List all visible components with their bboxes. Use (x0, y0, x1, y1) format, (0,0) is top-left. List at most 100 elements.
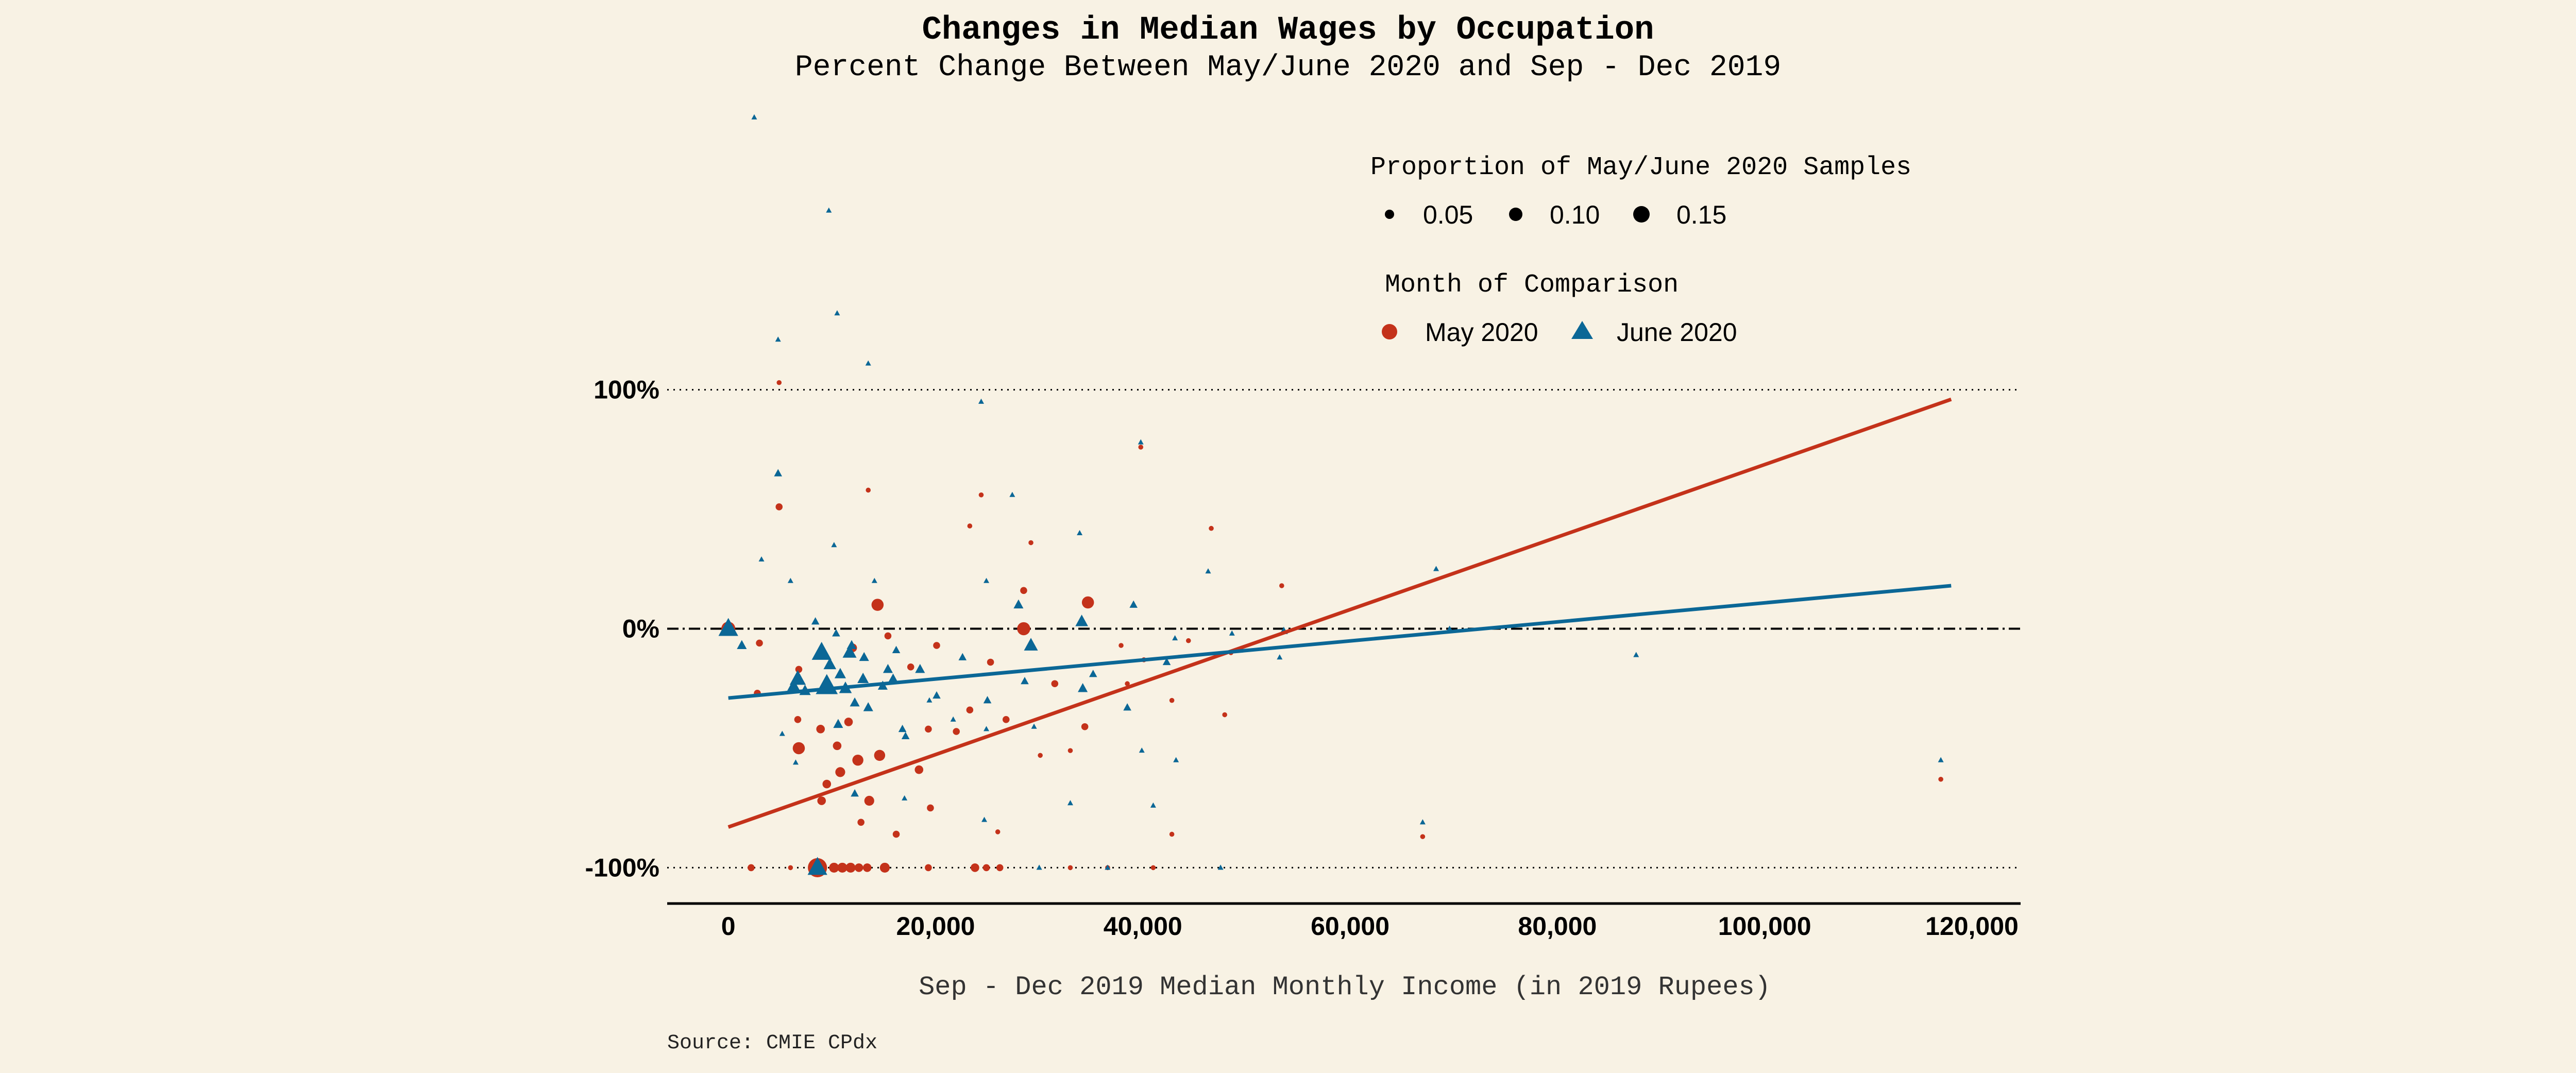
may-2020-point (982, 864, 990, 872)
june-2020-point (1078, 683, 1088, 692)
may-2020-point (1169, 697, 1175, 703)
june-2020-point (981, 816, 988, 822)
june-2020-point (811, 617, 820, 625)
may-2020-point (933, 642, 940, 649)
may-2020-point (884, 632, 892, 640)
may-2020-point (837, 862, 848, 873)
may-2020-point (1028, 540, 1033, 546)
may-2020-point (1938, 776, 1943, 782)
june-2020-point (1138, 439, 1144, 445)
source-caption: Source: CMIE CPdx (667, 1032, 877, 1055)
june-2020-point (737, 640, 747, 649)
x-axis-label: Sep - Dec 2019 Median Monthly Income (in… (919, 972, 1771, 1002)
may-2020-point (822, 779, 832, 789)
x-tick-label: 40,000 (1104, 912, 1182, 941)
june-2020-point (926, 697, 933, 703)
may-2020-point (1081, 723, 1089, 730)
may-2020-point (792, 742, 805, 755)
may-2020-point (1125, 681, 1130, 687)
may-2020-point (817, 796, 826, 805)
size-legend-label: 0.05 (1423, 200, 1473, 229)
june-2020-point (811, 641, 832, 660)
may-2020-point (1420, 834, 1426, 839)
june-2020-trend-line (728, 584, 1952, 700)
june-2020-point (859, 652, 869, 661)
june-2020-point (851, 789, 859, 797)
june-2020-point (834, 668, 846, 678)
may-2020-point (857, 819, 865, 826)
size-legend-label: 0.15 (1676, 200, 1726, 229)
june-2020-point (984, 726, 990, 731)
x-tick-label: 80,000 (1518, 912, 1597, 941)
may-2020-legend-circle (1382, 324, 1397, 339)
may-2020-point (914, 765, 924, 774)
june-2020-point (718, 618, 738, 636)
x-tick-label: 20,000 (896, 912, 975, 941)
may-2020-point (925, 725, 932, 733)
may-2020-point (816, 725, 825, 734)
may-2020-point (748, 864, 755, 872)
june-2020-point (1173, 757, 1179, 762)
size-legend-label: 0.10 (1550, 200, 1600, 229)
june-2020-point (1217, 864, 1224, 870)
may-2020-point (862, 863, 872, 872)
may-2020-point (978, 492, 984, 498)
may-2020-point (996, 864, 1004, 872)
may-2020-point (925, 864, 932, 872)
june-2020-point (1277, 654, 1283, 660)
may-2020-trend-line (727, 397, 1952, 829)
may-2020-point (987, 658, 994, 666)
chart-title: Changes in Median Wages by Occupation (922, 12, 1654, 49)
chart-subtitle: Percent Change Between May/June 2020 and… (795, 51, 1781, 84)
size-legend-dot-0.15 (1633, 206, 1650, 223)
color-legend-label: June 2020 (1617, 318, 1737, 347)
may-2020-point (995, 829, 1001, 834)
june-2020-point (1031, 723, 1037, 729)
may-2020-point (879, 862, 890, 873)
may-2020-point (1081, 596, 1094, 609)
june-2020-point (1172, 635, 1178, 641)
june-2020-point (1433, 566, 1439, 571)
color-legend-title: Month of Comparison (1385, 270, 1679, 300)
may-2020-point (829, 862, 839, 873)
june-2020-point (1419, 819, 1426, 825)
june-2020-point (1036, 864, 1042, 870)
june-2020-point (933, 691, 941, 699)
june-2020-point (983, 696, 992, 704)
june-2020-point (984, 577, 990, 583)
may-2020-point (907, 663, 914, 671)
june-2020-point (1139, 747, 1145, 753)
may-2020-point (892, 830, 900, 838)
may-2020-point (864, 795, 874, 806)
may-2020-point (1150, 865, 1156, 871)
june-2020-point (792, 759, 799, 765)
june-2020-point (1150, 802, 1156, 808)
may-2020-point (1279, 583, 1284, 588)
june-2020-point (1938, 757, 1944, 762)
june-2020-point (823, 657, 837, 670)
may-2020-point (794, 716, 802, 723)
x-tick-label: 60,000 (1311, 912, 1389, 941)
june-2020-point (833, 719, 843, 728)
june-2020-point (892, 645, 901, 653)
may-2020-point (833, 741, 842, 751)
june-2020-point (863, 702, 873, 711)
size-legend: Proportion of May/June 2020 Samples 0.05… (1370, 153, 1911, 229)
june-2020-point (1229, 630, 1235, 636)
color-legend: Month of Comparison May 2020 June 2020 (1382, 270, 1737, 347)
may-2020-point (1038, 753, 1043, 758)
x-tick-label: 0 (721, 912, 736, 941)
june-2020-point (958, 653, 967, 660)
may-2020-point (1051, 680, 1059, 688)
may-2020-point (966, 706, 974, 714)
x-tick-label: 120,000 (1925, 912, 2019, 941)
june-2020-legend-triangle (1571, 321, 1593, 339)
may-2020-point (953, 728, 960, 735)
june-2020-point (1089, 670, 1097, 677)
size-legend-title: Proportion of May/June 2020 Samples (1370, 153, 1911, 182)
june-2020-point (850, 697, 860, 707)
june-2020-point (902, 795, 908, 801)
may-2020-point (776, 380, 782, 385)
may-2020-point (854, 863, 863, 872)
may-2020-point (852, 754, 863, 766)
